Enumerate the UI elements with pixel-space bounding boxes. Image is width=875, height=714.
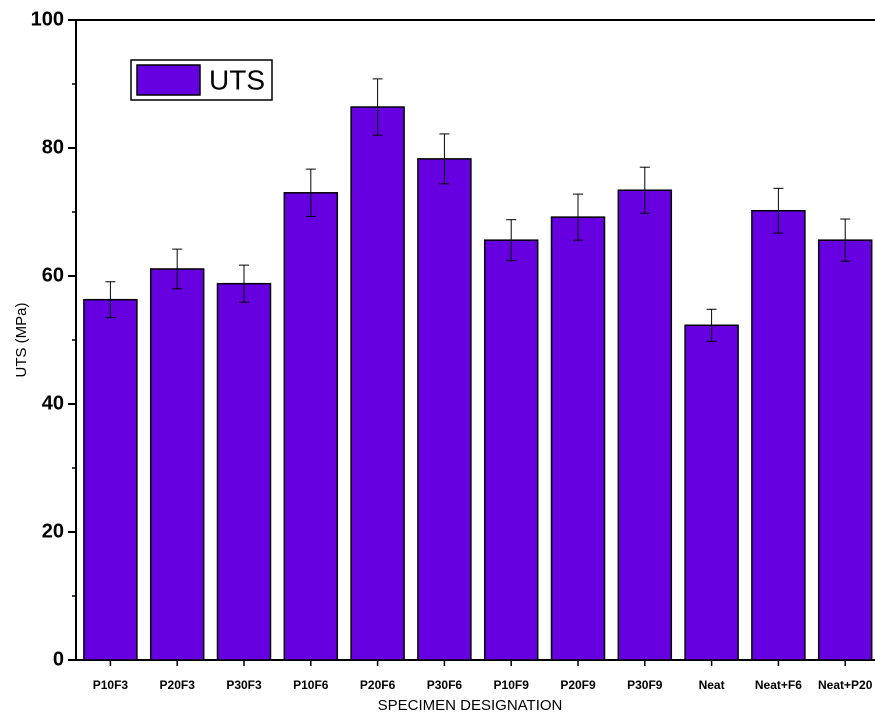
bar (483, 239, 539, 661)
x-tick-label: P30F3 (226, 678, 262, 692)
x-tick-label: P30F9 (627, 678, 663, 692)
bar (550, 216, 606, 661)
x-tick-label: P20F9 (560, 678, 596, 692)
error-bar (105, 281, 116, 319)
error-bar (172, 248, 183, 290)
error-bar (372, 78, 383, 136)
y-tick-label: 100 (31, 8, 64, 30)
bar (617, 189, 673, 661)
bar (83, 298, 138, 661)
legend-label: UTS (209, 64, 265, 95)
error-bar (305, 168, 316, 217)
bar (817, 239, 873, 661)
y-axis-label: UTS (MPa) (13, 302, 30, 377)
x-tick-label: P10F3 (93, 678, 129, 692)
y-tick-label: 40 (42, 392, 64, 414)
bar (417, 158, 472, 661)
bar (216, 282, 272, 661)
bar (684, 324, 739, 661)
error-bar (706, 308, 717, 342)
x-tick-label: Neat+F6 (755, 678, 802, 692)
error-bar (439, 133, 450, 185)
x-axis-label: SPECIMEN DESIGNATION (378, 697, 563, 714)
bar (283, 192, 339, 661)
error-bar (239, 264, 249, 303)
error-bar (506, 219, 517, 262)
x-tick-label: P10F6 (293, 678, 329, 692)
error-bar (840, 218, 851, 262)
error-bar (573, 193, 583, 241)
x-tick-label: P30F6 (427, 678, 463, 692)
x-tick-label: P10F9 (494, 678, 530, 692)
x-tick-label: P20F6 (360, 678, 396, 692)
y-tick-label: 60 (42, 264, 64, 286)
error-bar (639, 166, 650, 214)
y-tick-label: 0 (53, 648, 64, 670)
error-bar (773, 187, 784, 234)
bar (149, 268, 205, 661)
legend-swatch (136, 64, 201, 96)
x-tick-label: Neat (699, 678, 725, 692)
y-tick-label: 20 (42, 520, 64, 542)
bar (751, 209, 806, 661)
bar (350, 106, 405, 661)
x-tick-label: Neat+P20 (818, 678, 873, 692)
x-tick-label: P20F3 (160, 678, 196, 692)
y-tick-label: 80 (42, 136, 64, 158)
